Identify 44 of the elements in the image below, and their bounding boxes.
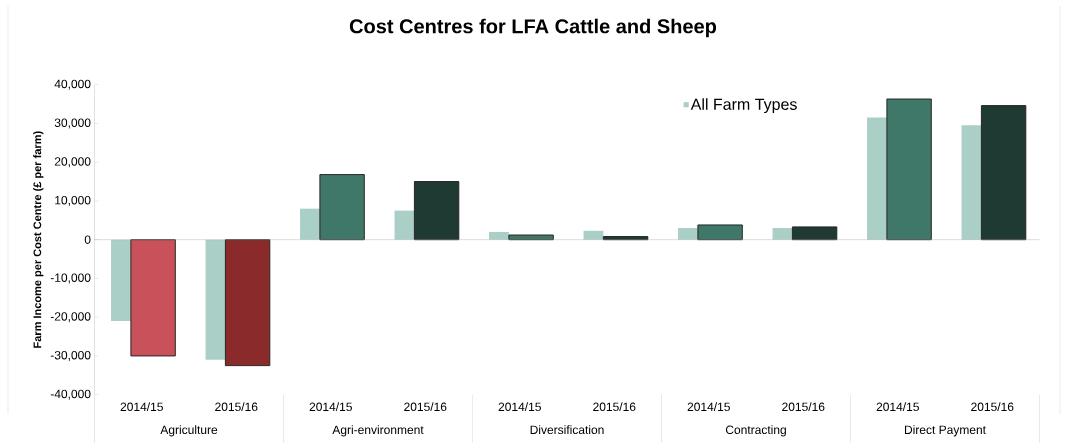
x-tick-label: 2015/16 [782,402,825,412]
text: Direct Payment [904,425,986,437]
text: Contracting [725,425,786,437]
x-tick-label: 2014/15 [498,402,541,412]
y-tick-label: -30,000 [50,351,91,361]
bar [791,226,838,241]
x-tick-label: 2015/16 [593,402,636,412]
y-tick-label: -10,000 [50,273,91,284]
y-axis-title: Farm Income per Cost Centre (£ per farm) [33,131,44,348]
y-tick-label: 30,000 [54,118,91,129]
text: Diversification [530,425,604,435]
bar [111,239,131,322]
bar [300,208,320,240]
x-tick-label: 2015/16 [971,402,1014,412]
bar [772,228,793,240]
x-tick-label: 2014/15 [309,402,352,412]
bar [678,228,698,240]
text: Agri-environment [332,425,424,437]
y-tick-label: 20,000 [54,157,91,168]
bar [867,117,887,240]
bar [394,210,415,240]
bar [224,239,271,367]
chart-title: Cost Centres for LFA Cattle and Sheep [349,18,717,38]
bar [697,224,743,241]
legend-label: All Farm Types [690,98,797,114]
x-tick-label: 2015/16 [215,402,258,412]
x-tick-label: 2014/15 [687,402,730,412]
x-tick-label: 2014/15 [120,402,163,412]
text: Agriculture [160,425,218,437]
x-tick-label: 2014/15 [876,402,919,412]
bar [961,125,982,240]
bar [319,174,365,241]
bar [413,181,460,241]
bar [205,239,226,360]
y-tick-label: -20,000 [50,312,91,323]
y-tick-label: 0 [84,235,91,244]
y-tick-label: 10,000 [55,196,91,206]
y-tick-label: -40,000 [50,389,91,400]
bar [508,234,554,241]
x-tick-label: 2015/16 [404,402,447,412]
bar [980,105,1027,241]
bar [886,98,932,241]
y-tick-label: 40,000 [54,79,91,90]
bar [130,239,176,357]
